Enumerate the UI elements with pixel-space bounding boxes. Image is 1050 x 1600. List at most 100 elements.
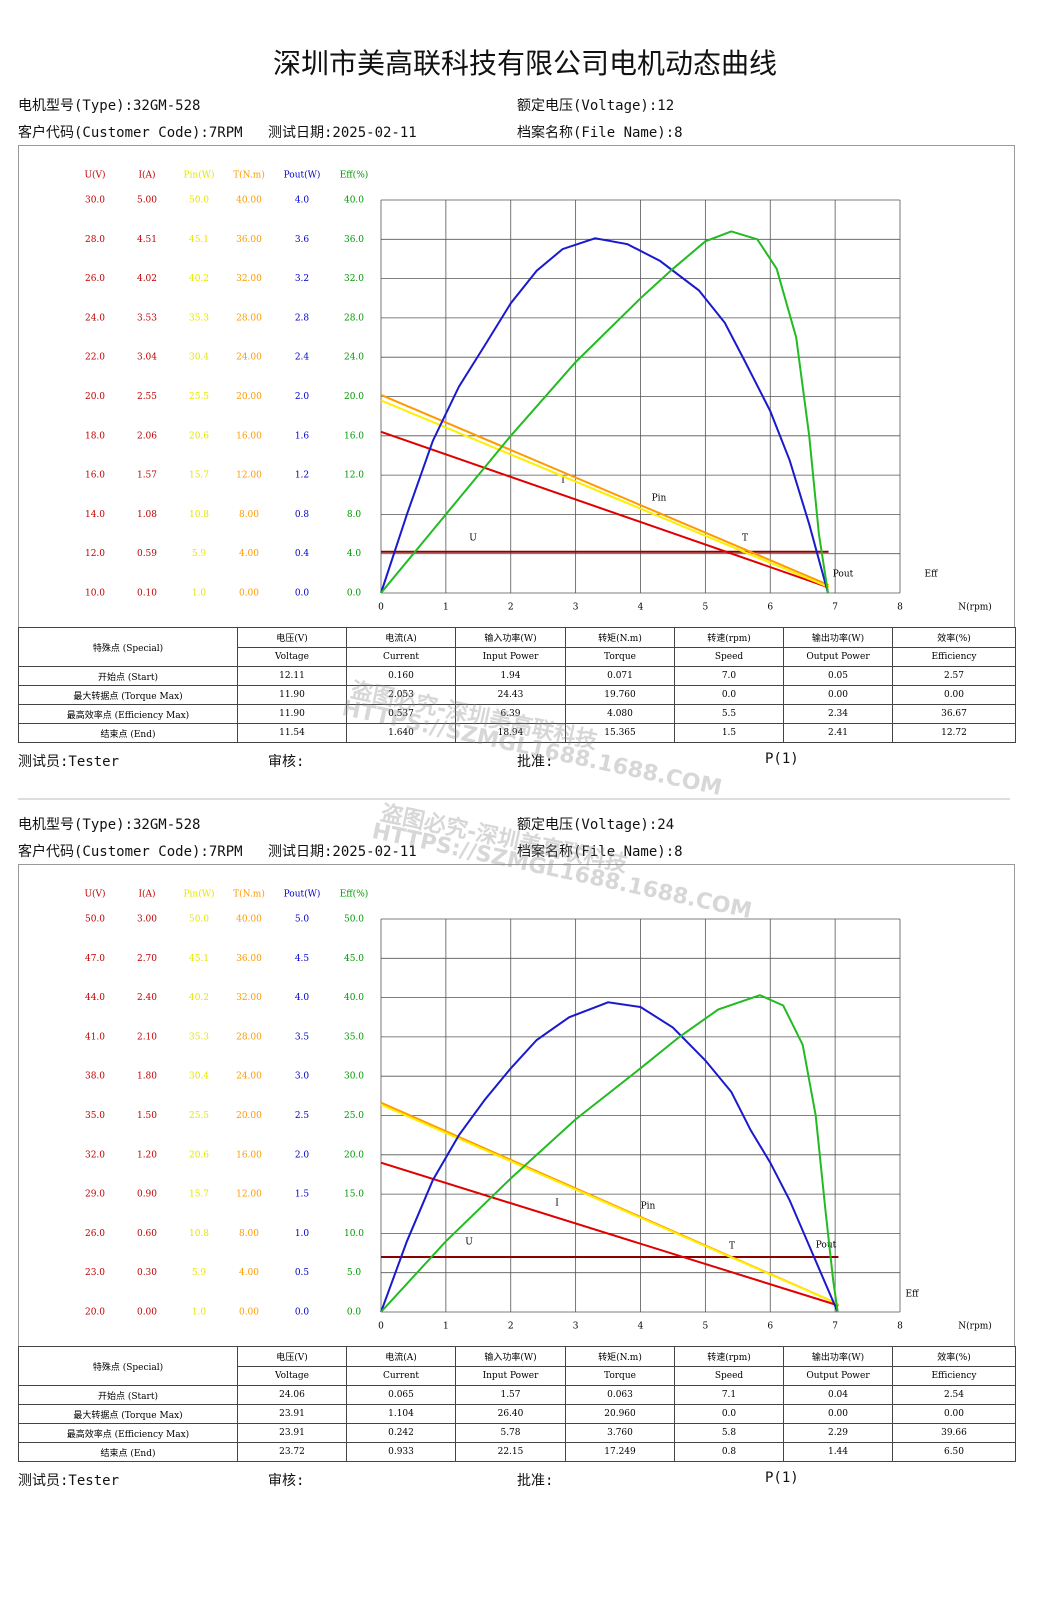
y-tick-label: 0.10 — [137, 589, 157, 599]
y-tick-label: 50.0 — [189, 915, 209, 925]
y-tick-label: 36.0 — [344, 235, 364, 245]
curve-label: Eff — [925, 570, 939, 580]
y-tick-label: 24.00 — [236, 353, 262, 363]
table-cell: 1.94 — [455, 666, 566, 686]
table-cell: 2.34 — [783, 704, 893, 724]
y-tick-label: 3.5 — [295, 1032, 310, 1042]
y-tick-label: 29.0 — [85, 1190, 105, 1200]
table-cell: 0.0 — [674, 685, 784, 705]
table-cell: 0.05 — [783, 666, 893, 686]
y-tick-label: 2.0 — [295, 392, 310, 402]
curve — [380, 237, 829, 594]
x-tick-label: 6 — [767, 1322, 773, 1332]
y-tick-label: 36.00 — [236, 954, 262, 964]
x-tick-label: 5 — [703, 1322, 709, 1332]
subheader-cell: Efficiency — [892, 647, 1016, 667]
subheader-cell: Current — [346, 647, 456, 667]
table-cell: 最高效率点 (Efficiency Max) — [18, 1423, 238, 1443]
x-tick-label: 0 — [378, 1322, 384, 1332]
y-tick-label: 32.00 — [236, 274, 262, 284]
data-row: 开始点 (Start) 24.06 0.065 1.57 0.063 7.1 0.04 2.5… — [18, 1385, 1016, 1405]
y-tick-label: 32.0 — [344, 274, 364, 284]
page-title: 深圳市美高联科技有限公司电机动态曲线 — [272, 47, 777, 80]
y-tick-label: 8.0 — [347, 510, 362, 520]
y-tick-label: 1.08 — [137, 510, 157, 520]
table-cell: 开始点 (Start) — [18, 666, 238, 686]
y-tick-label: 1.20 — [137, 1150, 157, 1160]
table-cell: 15.365 — [565, 723, 675, 743]
y-tick-label: 16.0 — [344, 431, 364, 441]
data-row: 最高效率点 (Efficiency Max) 11.90 0.537 6.39 4.08… — [18, 704, 1016, 724]
spec-table: 特殊点 (Special) 电压(V) 电流(A) 输入功率(W) 转矩(N.m) 转速(… — [18, 1346, 1016, 1462]
info-type: 电机型号(Type):32GM-528 — [18, 98, 201, 114]
table-cell: 最大转据点 (Torque Max) — [18, 1404, 238, 1424]
y-tick-label: 3.6 — [295, 235, 310, 245]
axis-name: I(A) — [138, 170, 155, 181]
y-tick-label: 40.0 — [344, 993, 364, 1003]
y-tick-label: 26.0 — [85, 1229, 105, 1239]
y-tick-label: 2.06 — [137, 431, 157, 441]
curve-label: Pin — [652, 494, 667, 504]
table-cell: 5.8 — [674, 1423, 784, 1443]
table-cell: 0.00 — [783, 1404, 893, 1424]
table-cell: 11.90 — [237, 704, 347, 724]
x-tick-label: 1 — [443, 603, 449, 613]
header-cell: 输入功率(W) — [455, 627, 566, 648]
y-tick-label: 30.4 — [189, 353, 209, 363]
y-tick-label: 2.0 — [295, 1150, 310, 1160]
y-tick-label: 40.2 — [189, 274, 209, 284]
y-tick-label: 28.0 — [85, 235, 105, 245]
axis-name: Eff(%) — [340, 889, 369, 900]
header-cell: 转速(rpm) — [674, 1346, 784, 1367]
footer-text: 批准: — [517, 754, 554, 770]
y-tick-label: 20.00 — [236, 1111, 262, 1121]
header-cell: 输出功率(W) — [783, 1346, 893, 1367]
y-tick-label: 20.0 — [85, 392, 105, 402]
curve — [380, 393, 829, 586]
info-file: 档案名称(File Name):8 — [517, 125, 683, 141]
subheader-cell: Speed — [674, 1366, 784, 1386]
table-cell: 23.91 — [237, 1423, 347, 1443]
table-cell: 0.071 — [565, 666, 675, 686]
footer-text: 测试员:Tester — [18, 1473, 120, 1489]
table-cell: 26.40 — [455, 1404, 566, 1424]
table-cell: 2.29 — [783, 1423, 893, 1443]
table-cell: 0.00 — [892, 1404, 1016, 1424]
y-tick-label: 2.5 — [295, 1111, 310, 1121]
subheader-cell: Voltage — [237, 1366, 347, 1386]
x-tick-label: 4 — [638, 603, 644, 613]
y-tick-label: 40.00 — [236, 196, 262, 206]
info-voltage: 额定电压(Voltage):24 — [517, 817, 675, 833]
y-tick-label: 2.10 — [137, 1032, 157, 1042]
curve — [380, 230, 829, 594]
y-tick-label: 20.6 — [189, 1150, 209, 1160]
table-cell: 5.78 — [455, 1423, 566, 1443]
y-tick-label: 35.3 — [189, 1032, 209, 1042]
y-tick-label: 20.6 — [189, 431, 209, 441]
table-cell: 0.0 — [674, 1404, 784, 1424]
y-tick-label: 50.0 — [85, 915, 105, 925]
y-tick-label: 4.02 — [137, 274, 157, 284]
y-tick-label: 26.0 — [85, 274, 105, 284]
x-tick-label: 4 — [638, 1322, 644, 1332]
table-cell: 7.1 — [674, 1385, 784, 1405]
y-tick-label: 1.57 — [137, 471, 157, 481]
info-type: 电机型号(Type):32GM-528 — [18, 817, 201, 833]
y-tick-label: 0.00 — [239, 1308, 259, 1318]
data-row: 最大转据点 (Torque Max) 23.91 1.104 26.40 20.960 0… — [18, 1404, 1016, 1424]
y-tick-label: 10.0 — [85, 589, 105, 599]
y-tick-label: 12.0 — [344, 471, 364, 481]
x-tick-label: 8 — [897, 603, 903, 613]
y-tick-label: 1.50 — [137, 1111, 157, 1121]
x-tick-label: 2 — [508, 603, 514, 613]
y-tick-label: 4.0 — [347, 549, 362, 559]
data-row: 开始点 (Start) 12.11 0.160 1.94 0.071 7.0 0.05 2.5… — [18, 666, 1016, 686]
y-tick-label: 0.60 — [137, 1229, 157, 1239]
y-tick-label: 30.4 — [189, 1072, 209, 1082]
header-cell: 电压(V) — [237, 627, 347, 648]
y-tick-label: 16.00 — [236, 1150, 262, 1160]
table-cell: 0.04 — [783, 1385, 893, 1405]
table-cell: 2.41 — [783, 723, 893, 743]
y-tick-label: 0.90 — [137, 1190, 157, 1200]
